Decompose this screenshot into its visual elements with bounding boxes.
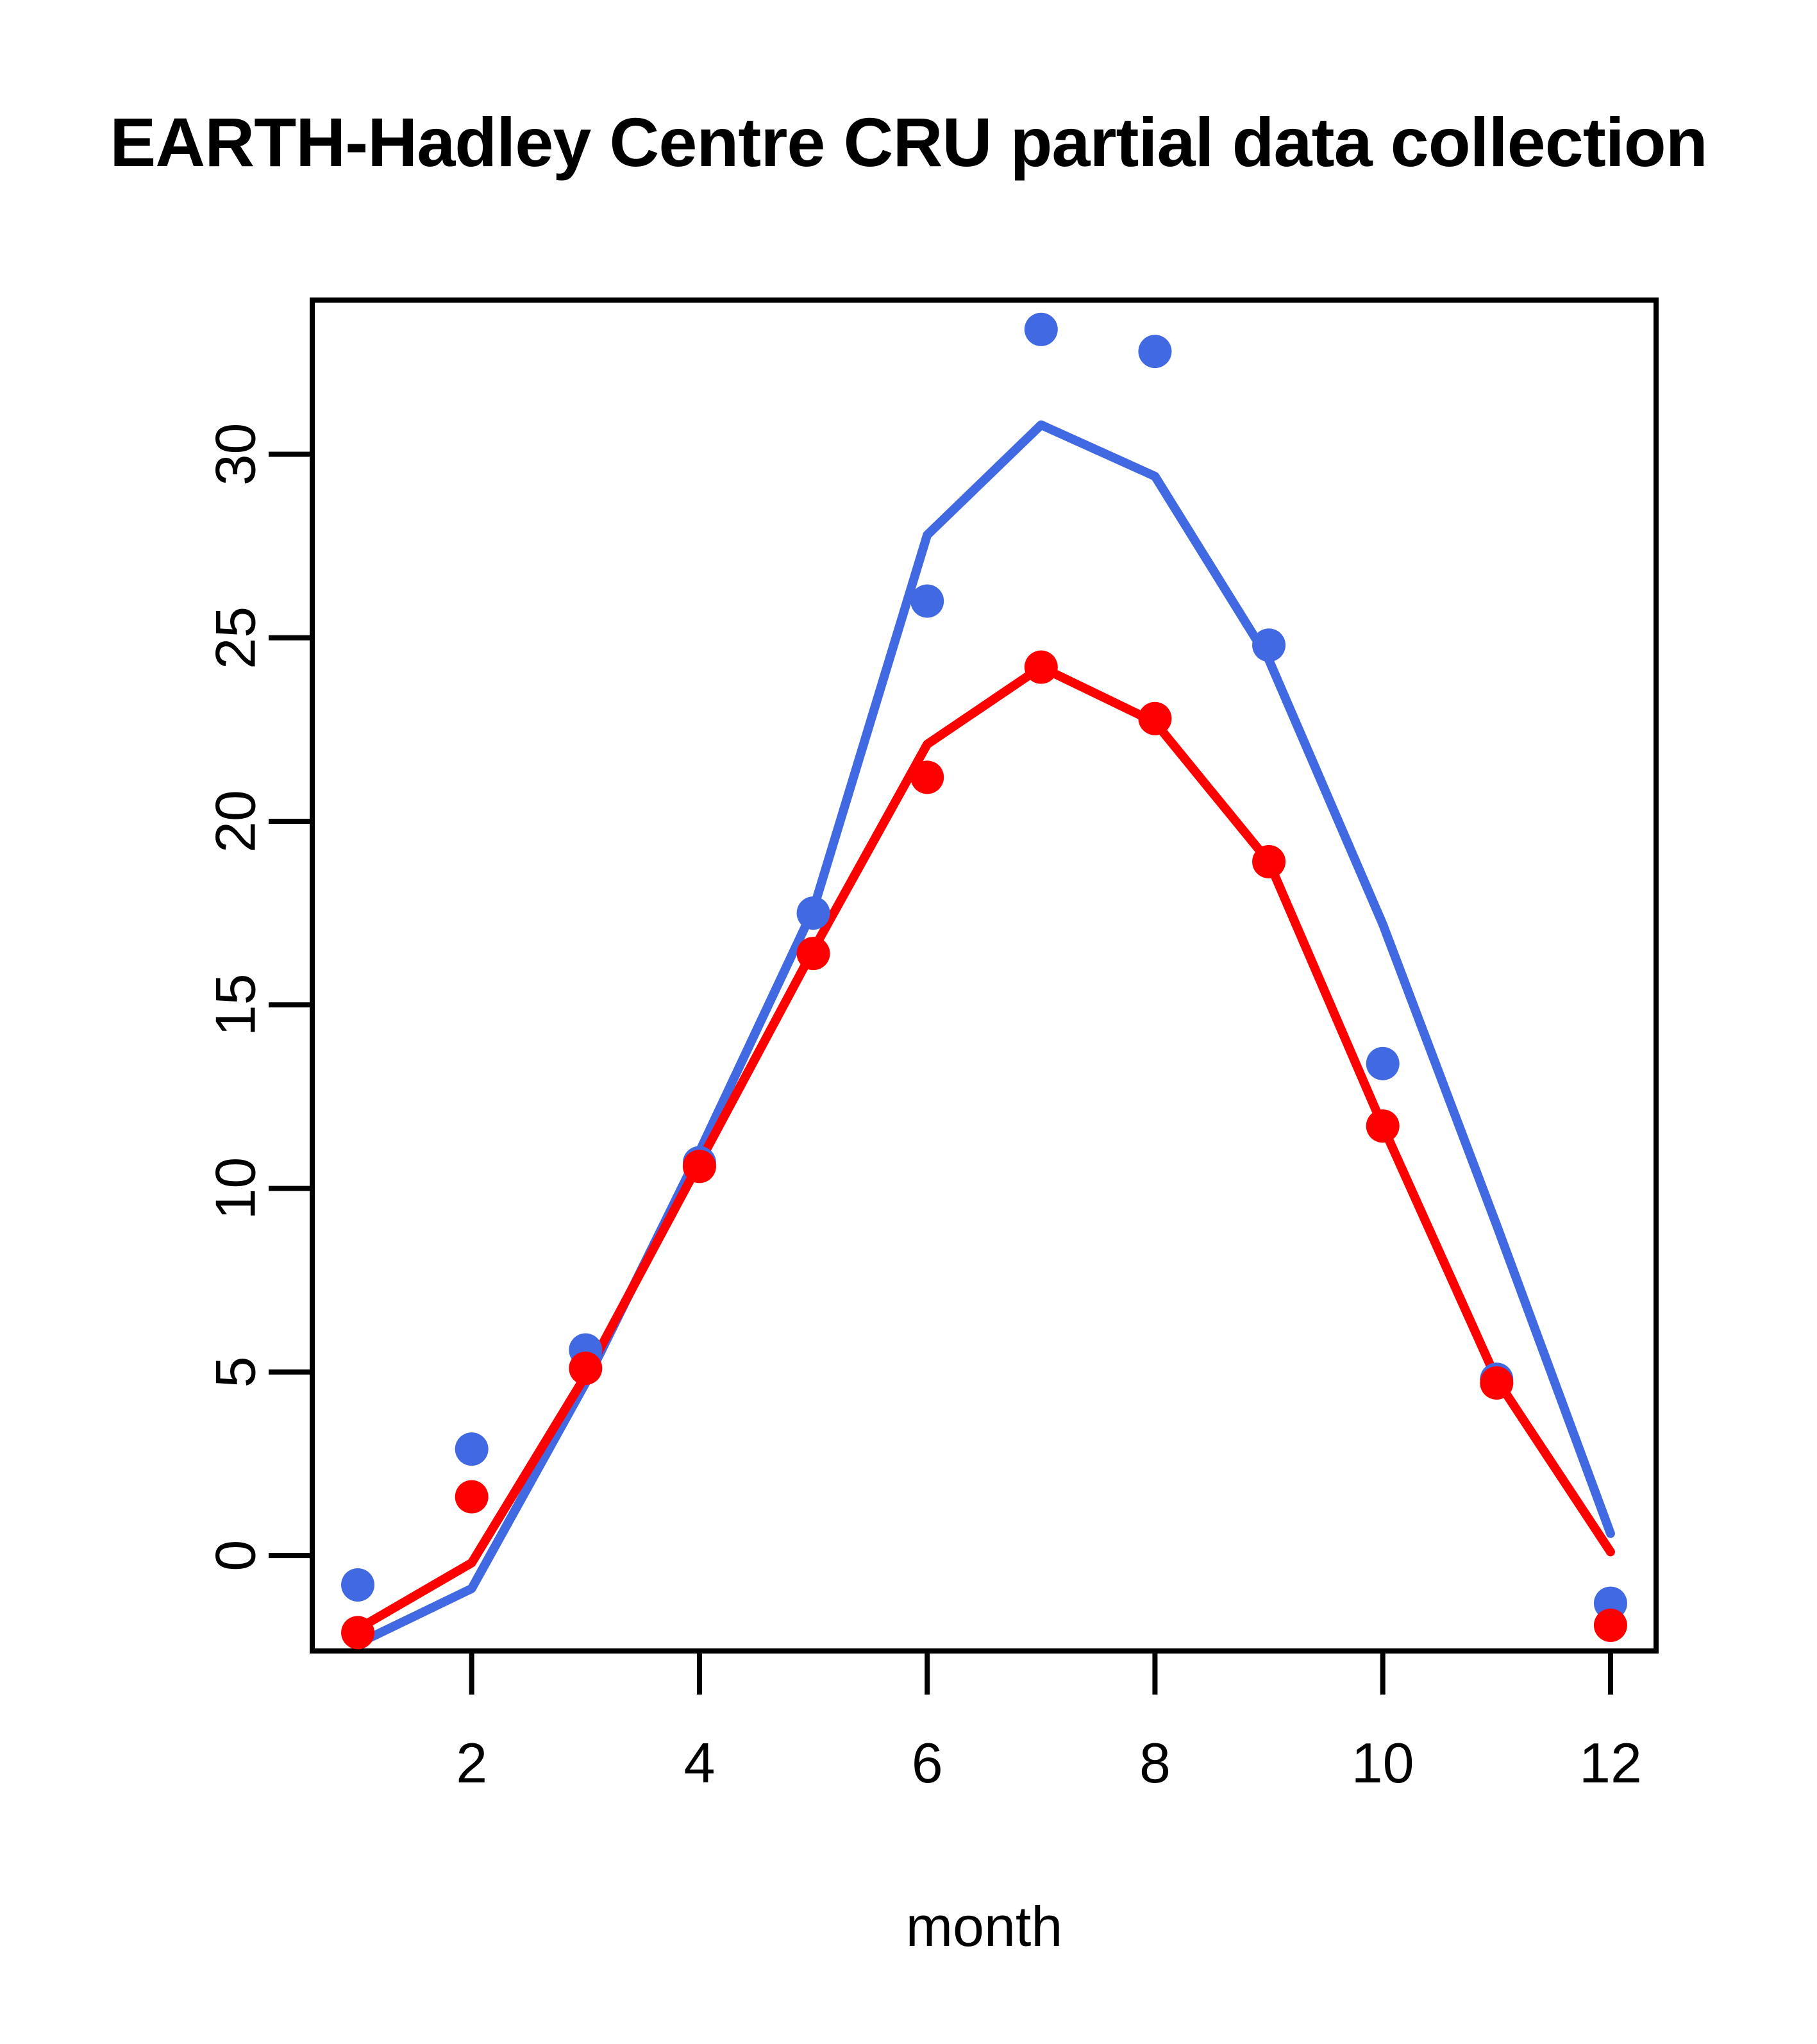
- data-point-red-points-9: [1252, 845, 1286, 879]
- y-axis-ticks: [269, 451, 312, 1559]
- plot-frame: [310, 297, 1659, 1654]
- data-point-blue-points-10: [1366, 1046, 1400, 1080]
- data-point-blue-points-2: [455, 1432, 489, 1466]
- data-point-blue-points-6: [910, 584, 944, 618]
- data-points: [341, 312, 1627, 1650]
- x-tick-label-4: 4: [683, 1731, 715, 1795]
- data-point-red-points-4: [682, 1150, 716, 1184]
- x-tick-label-2: 2: [456, 1731, 487, 1795]
- data-point-blue-points-8: [1138, 335, 1172, 369]
- y-tick-label-15: 15: [204, 973, 267, 1036]
- page-title: EARTH-Hadley Centre CRU partial data col…: [110, 103, 1707, 181]
- data-point-red-points-1: [341, 1616, 375, 1650]
- y-tick-label-30: 30: [204, 423, 267, 486]
- y-tick-label-5: 5: [204, 1356, 267, 1387]
- data-point-red-points-7: [1024, 650, 1058, 684]
- x-tick-label-8: 8: [1139, 1731, 1171, 1795]
- x-tick-label-6: 6: [912, 1731, 943, 1795]
- x-axis-title-label: month: [906, 1895, 1063, 1958]
- y-tick-label-20: 20: [204, 790, 267, 853]
- data-point-red-points-12: [1593, 1608, 1627, 1642]
- y-axis-tick-labels: 0 5 10 15 20 25 30: [204, 423, 267, 1571]
- x-axis-tick-labels: 2 4 6 8 10 12: [456, 1731, 1642, 1795]
- data-point-blue-points-7: [1024, 312, 1058, 346]
- x-axis-title: month: [906, 1895, 1063, 1958]
- series-line-red-line: [353, 662, 1615, 1634]
- y-tick-label-0: 0: [204, 1540, 267, 1571]
- data-lines: [353, 420, 1615, 1648]
- y-tick-label-25: 25: [204, 607, 267, 669]
- x-tick-label-12: 12: [1579, 1731, 1642, 1795]
- data-point-red-points-2: [455, 1480, 489, 1514]
- data-point-blue-points-5: [796, 896, 830, 930]
- data-point-blue-points-9: [1252, 628, 1286, 662]
- series-line-blue-line: [353, 420, 1615, 1648]
- data-point-red-points-10: [1366, 1109, 1400, 1143]
- plot-box: [310, 297, 1659, 1654]
- x-tick-label-10: 10: [1352, 1731, 1414, 1795]
- x-axis-ticks: [469, 1651, 1613, 1695]
- y-tick-label-10: 10: [204, 1157, 267, 1220]
- data-point-red-points-8: [1138, 701, 1172, 735]
- data-point-blue-points-1: [341, 1568, 375, 1602]
- data-point-red-points-6: [910, 760, 944, 794]
- data-point-red-points-3: [569, 1352, 603, 1386]
- data-point-red-points-5: [796, 937, 830, 971]
- data-point-red-points-11: [1480, 1366, 1514, 1400]
